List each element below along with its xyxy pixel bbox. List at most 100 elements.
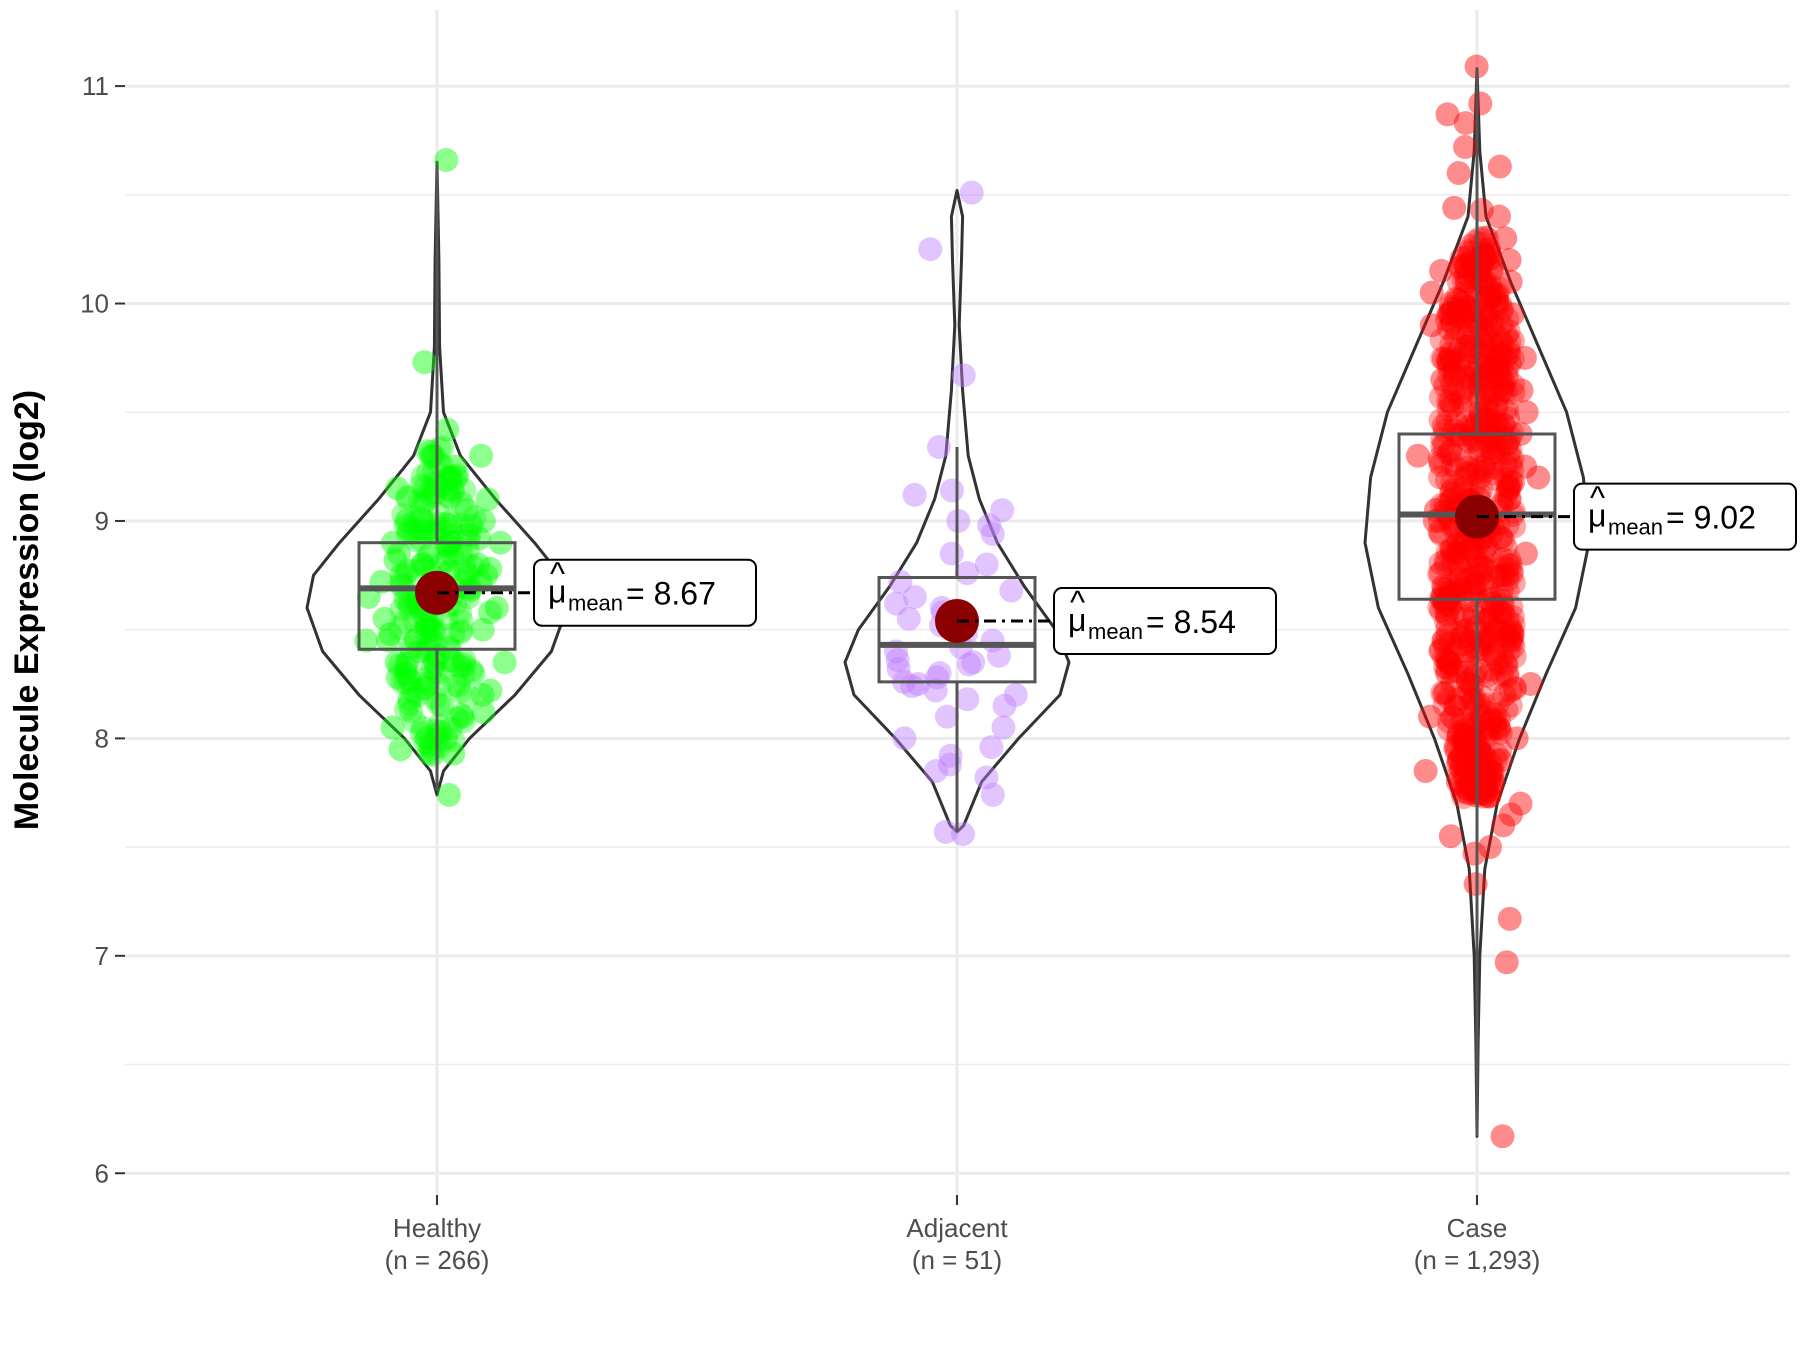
data-point [1439, 442, 1464, 467]
data-point [1452, 358, 1477, 383]
data-point [1436, 388, 1461, 413]
data-point [1498, 438, 1523, 463]
data-point [1487, 326, 1512, 351]
data-point [1429, 598, 1454, 623]
data-point [1435, 648, 1460, 673]
data-point [1500, 302, 1525, 327]
data-point [1413, 759, 1438, 784]
y-tick-label: 6 [95, 1158, 109, 1188]
data-point [413, 730, 438, 755]
data-point [1480, 767, 1505, 792]
data-point [1455, 749, 1480, 774]
data-point [435, 467, 460, 492]
data-point [1449, 757, 1474, 782]
adjacent-mean-label-box [1053, 586, 1277, 655]
data-point [409, 473, 434, 498]
data-point [961, 650, 986, 675]
data-point [1442, 357, 1467, 382]
data-point [418, 439, 443, 464]
data-point [1446, 530, 1471, 555]
data-point [1456, 238, 1481, 263]
data-point [1479, 760, 1504, 785]
data-point [388, 737, 413, 762]
data-point [461, 661, 486, 686]
data-point [429, 473, 454, 498]
data-point [1478, 283, 1503, 308]
data-point [1419, 280, 1444, 305]
data-point [1487, 204, 1512, 229]
data-point [1478, 605, 1503, 630]
data-point [435, 417, 460, 442]
data-point [478, 678, 503, 703]
data-point [1494, 698, 1519, 723]
data-point [1436, 441, 1461, 466]
data-point [1455, 409, 1480, 434]
data-point [1461, 688, 1486, 713]
data-point [1449, 772, 1474, 797]
data-point [1451, 466, 1476, 491]
data-point [1480, 595, 1505, 620]
data-point [1496, 429, 1521, 454]
data-point [1447, 574, 1472, 599]
data-point [1462, 573, 1487, 598]
data-point [1455, 324, 1480, 349]
data-point [1433, 680, 1458, 705]
data-point [1456, 589, 1481, 614]
data-point [385, 665, 410, 690]
data-point [1453, 280, 1478, 305]
data-point [1456, 668, 1481, 693]
data-point [1477, 783, 1502, 808]
data-point [1474, 767, 1499, 792]
data-point [1475, 396, 1500, 421]
data-point [1454, 270, 1479, 295]
data-point [1495, 513, 1520, 538]
data-point [1495, 567, 1520, 592]
data-point [1452, 755, 1477, 780]
data-point [1435, 102, 1460, 127]
data-point [1474, 607, 1499, 632]
data-point [1484, 283, 1509, 308]
data-point [1494, 653, 1519, 678]
data-point [438, 513, 463, 538]
data-point [1452, 252, 1477, 277]
data-point [1467, 465, 1492, 490]
data-point [1451, 622, 1476, 647]
data-point [397, 595, 422, 620]
data-point [991, 715, 1016, 740]
data-point [420, 520, 445, 545]
data-point [1468, 399, 1493, 424]
data-point [1445, 726, 1470, 751]
healthy-mean-hat: ^ [550, 556, 565, 592]
data-point [1447, 721, 1472, 746]
data-point [449, 490, 474, 515]
data-point [1493, 535, 1518, 560]
data-point [1451, 305, 1476, 330]
data-point [1474, 285, 1499, 310]
data-point [1446, 723, 1471, 748]
data-point [415, 614, 440, 639]
data-point [1487, 291, 1512, 316]
data-point [1478, 751, 1503, 776]
data-point [1498, 619, 1523, 644]
data-point [1454, 743, 1479, 768]
data-point [896, 606, 921, 631]
points-layer [354, 54, 1551, 1149]
data-point [1477, 275, 1502, 300]
data-point [1447, 536, 1472, 561]
data-point [1436, 302, 1461, 327]
data-point [1500, 604, 1525, 629]
data-point [1485, 434, 1510, 459]
data-point [900, 674, 925, 699]
data-point [1467, 351, 1492, 376]
data-point [1495, 397, 1520, 422]
data-point [1474, 353, 1499, 378]
data-point [1498, 802, 1523, 827]
data-point [417, 542, 442, 567]
data-point [1497, 487, 1522, 512]
data-point [408, 527, 433, 552]
data-point [1492, 397, 1517, 422]
data-point [980, 522, 1005, 547]
data-point [1490, 600, 1515, 625]
data-point [1492, 682, 1517, 707]
data-point [394, 508, 419, 533]
